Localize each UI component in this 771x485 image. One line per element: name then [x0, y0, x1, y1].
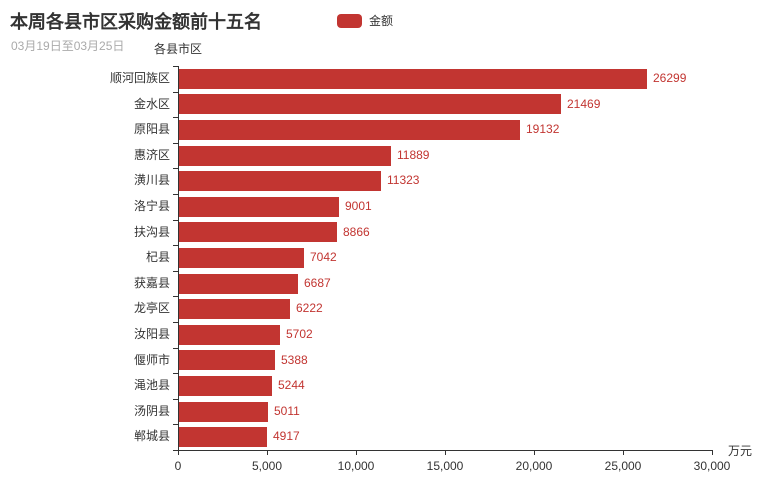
bar-value-label: 11889 [397, 147, 430, 162]
x-axis-tick-label: 20,000 [515, 459, 553, 473]
bar[interactable] [179, 350, 275, 371]
bar[interactable] [179, 222, 337, 243]
bar[interactable] [179, 120, 520, 140]
category-label: 龙亭区 [133, 301, 170, 316]
bar-value-label: 26299 [653, 71, 687, 85]
category-label: 潢川县 [133, 173, 170, 188]
bar[interactable] [179, 145, 391, 166]
bar[interactable] [179, 299, 290, 320]
y-axis-line [178, 66, 179, 450]
bar-value-label: 9001 [345, 199, 372, 213]
y-axis-tick [173, 91, 178, 93]
bar[interactable] [179, 94, 561, 115]
category-label: 金水区 [133, 96, 170, 111]
bar-value-label: 19132 [526, 122, 560, 137]
x-axis-tick [267, 450, 268, 455]
x-axis-tick-label: 5,000 [251, 459, 283, 473]
category-label: 原阳县 [133, 122, 170, 137]
category-label: 扶沟县 [133, 224, 170, 239]
legend-label: 金额 [369, 14, 394, 28]
bar[interactable] [179, 376, 272, 396]
y-axis-tick [173, 117, 178, 119]
x-axis-tick-label: 15,000 [426, 459, 464, 473]
bar-value-label: 5702 [286, 327, 313, 341]
y-axis-tick [173, 347, 178, 349]
category-label: 汝阳县 [133, 327, 170, 341]
bar-value-label: 8866 [343, 224, 370, 239]
bar-value-label: 6687 [304, 275, 331, 290]
category-label: 偃师市 [133, 352, 170, 367]
category-label: 惠济区 [133, 147, 170, 162]
x-axis-tick-label: 30,000 [693, 459, 731, 473]
bar[interactable] [179, 401, 268, 422]
y-axis-tick [173, 398, 178, 400]
bar[interactable] [179, 248, 304, 268]
x-axis-tick [534, 450, 535, 455]
bar[interactable] [179, 427, 267, 448]
category-label: 汤阴县 [133, 403, 170, 418]
bar[interactable] [179, 196, 339, 217]
bar-value-label: 6222 [296, 301, 323, 316]
x-axis-tick [445, 450, 446, 455]
x-axis-tick-label: 25,000 [604, 459, 642, 473]
x-axis-tick [356, 450, 357, 455]
bar-value-label: 4917 [273, 429, 300, 444]
bar[interactable] [179, 68, 647, 89]
y-axis-tick [173, 142, 178, 144]
bar[interactable] [179, 171, 381, 192]
bar-value-label: 11323 [387, 173, 420, 188]
category-label: 郸城县 [133, 429, 170, 444]
bar-value-label: 5388 [281, 352, 308, 367]
y-axis-tick [173, 322, 178, 323]
category-label: 渑池县 [133, 378, 170, 393]
x-axis-tick-label: 10,000 [337, 459, 375, 473]
y-axis-name: 各县市区 [153, 42, 203, 56]
x-axis-unit-label: 万元 [728, 444, 753, 458]
category-label: 获嘉县 [133, 275, 170, 290]
y-axis-tick [173, 219, 178, 221]
category-label: 杞县 [145, 250, 170, 265]
bar[interactable] [179, 324, 280, 345]
bar[interactable] [179, 273, 298, 294]
y-axis-tick [173, 245, 178, 247]
y-axis-tick [173, 373, 178, 375]
y-axis-tick [173, 296, 178, 298]
category-label: 洛宁县 [133, 199, 170, 213]
y-axis-tick [173, 194, 178, 195]
bar-value-label: 21469 [567, 96, 601, 111]
y-axis-tick [173, 168, 178, 170]
y-axis-tick [173, 270, 178, 272]
chart-subtitle: 03月19日至03月25日 [11, 39, 125, 53]
x-axis-tick [712, 450, 713, 455]
y-axis-tick [173, 450, 178, 451]
x-axis-tick-label: 0 [174, 459, 182, 473]
bar-value-label: 5244 [278, 378, 305, 393]
category-label: 顺河回族区 [109, 71, 170, 85]
bar-value-label: 5011 [274, 403, 300, 418]
chart-title: 本周各县市区采购金额前十五名 [10, 12, 262, 32]
bar-value-label: 7042 [310, 250, 337, 265]
legend-item-amount[interactable]: 金额 [337, 12, 393, 29]
x-axis-tick [178, 450, 179, 455]
legend-swatch-icon [337, 13, 362, 28]
y-axis-tick [173, 66, 178, 67]
y-axis-tick [173, 424, 178, 426]
x-axis-tick [623, 450, 624, 455]
